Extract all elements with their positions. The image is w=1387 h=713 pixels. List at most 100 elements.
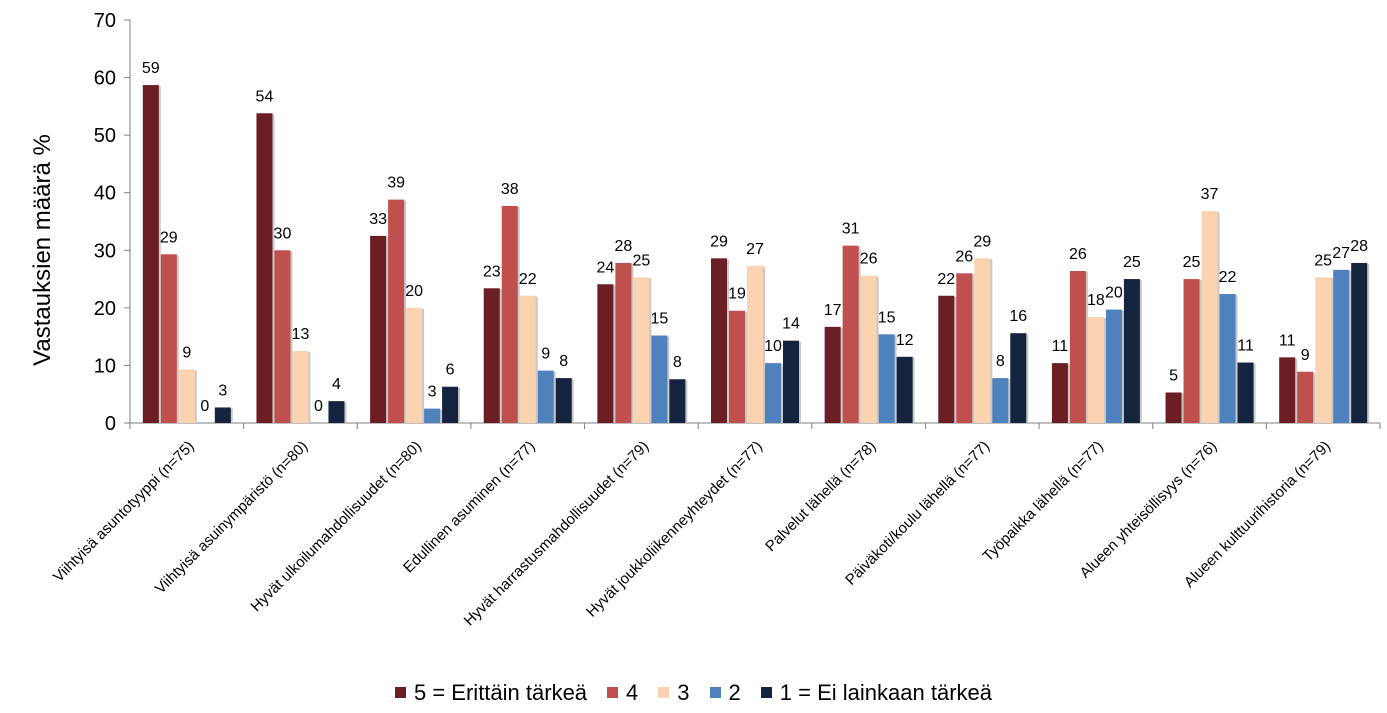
y-tick-label: 10	[94, 355, 116, 377]
bar-chart: Vastauksien määrä % 01020304050607059299…	[29, 10, 1381, 629]
bar	[860, 275, 877, 423]
data-label: 25	[1123, 254, 1141, 271]
bar	[747, 265, 763, 423]
legend-swatch	[760, 687, 772, 698]
bar	[615, 262, 632, 423]
bar	[956, 273, 973, 423]
y-tick-label: 0	[105, 413, 116, 435]
legend-item: 2	[709, 680, 741, 706]
bar	[1279, 357, 1296, 423]
bar	[501, 205, 518, 423]
y-tick-label: 40	[94, 183, 116, 205]
data-label: 27	[746, 241, 764, 258]
legend-label: 4	[626, 680, 639, 705]
bar	[1087, 317, 1104, 423]
x-tick-label: Edullinen asuminen (n=77)	[400, 438, 539, 577]
data-label: 4	[332, 376, 341, 393]
bar	[483, 288, 500, 423]
legend-swatch	[709, 687, 721, 698]
bar	[1183, 279, 1200, 423]
data-label: 22	[519, 271, 537, 288]
bar	[783, 340, 799, 423]
bar	[214, 407, 231, 423]
data-label: 11	[1052, 338, 1069, 355]
bar	[992, 378, 1009, 423]
bar	[555, 378, 572, 423]
bar	[406, 307, 423, 423]
bar	[1069, 271, 1086, 423]
data-label: 29	[160, 229, 178, 246]
data-label: 18	[1087, 292, 1105, 309]
bar	[370, 235, 387, 423]
data-label: 16	[1009, 308, 1027, 325]
data-label: 38	[501, 181, 519, 198]
data-label: 8	[559, 353, 568, 370]
data-label: 12	[896, 332, 914, 349]
data-label: 10	[764, 338, 782, 355]
bar	[1219, 294, 1236, 423]
data-label: 0	[314, 398, 323, 415]
data-label: 8	[673, 354, 682, 371]
y-tick-label: 20	[94, 298, 116, 320]
legend-swatch	[395, 687, 406, 698]
x-tick-label: Palvelut lähellä (n=78)	[762, 438, 879, 555]
bar	[842, 245, 859, 423]
bar	[1297, 371, 1314, 423]
bar	[974, 258, 991, 423]
legend-swatch	[658, 687, 670, 698]
bar	[1165, 392, 1182, 423]
y-tick-label: 30	[94, 240, 116, 262]
data-label: 6	[446, 362, 455, 379]
bar	[1105, 309, 1122, 423]
bar	[519, 295, 536, 423]
y-tick-label: 50	[94, 125, 116, 147]
data-label: 37	[1201, 186, 1219, 203]
data-label: 3	[428, 384, 437, 401]
legend-label: 2	[728, 680, 741, 705]
bar	[256, 113, 273, 423]
bar	[292, 351, 309, 423]
bar	[938, 295, 955, 423]
legend-swatch	[607, 687, 619, 698]
data-label: 33	[369, 211, 387, 228]
data-label: 39	[387, 175, 405, 192]
bar	[597, 284, 614, 423]
data-label: 3	[218, 382, 227, 399]
data-label: 25	[632, 252, 650, 269]
y-axis-label: Vastauksien määrä %	[29, 134, 56, 366]
data-label: 22	[937, 271, 955, 288]
bar	[1051, 363, 1068, 423]
data-label: 26	[860, 251, 878, 268]
data-label: 0	[200, 398, 209, 415]
data-label: 25	[1314, 252, 1332, 269]
bar	[896, 356, 913, 423]
bar	[651, 335, 668, 423]
data-label: 28	[614, 238, 632, 255]
bar	[388, 199, 405, 423]
data-label: 11	[1279, 332, 1296, 349]
data-label: 17	[824, 302, 842, 319]
data-label: 15	[878, 309, 896, 326]
data-label: 54	[256, 88, 274, 105]
data-label: 8	[996, 353, 1005, 370]
bar	[1237, 362, 1254, 423]
data-label: 26	[1069, 246, 1087, 263]
bar	[328, 401, 345, 423]
bar	[1123, 279, 1140, 423]
data-label: 15	[650, 310, 668, 327]
data-label: 28	[1350, 238, 1368, 255]
data-label: 5	[1169, 367, 1178, 384]
data-label: 31	[842, 221, 860, 238]
data-label: 14	[782, 316, 800, 333]
bar	[178, 369, 195, 423]
data-label: 26	[955, 248, 973, 265]
data-label: 23	[483, 263, 501, 280]
legend-label: 3	[677, 680, 690, 705]
data-label: 29	[973, 233, 991, 250]
y-tick-label: 70	[94, 10, 116, 32]
legend-item: 1 = Ei lainkaan tärkeä	[760, 680, 992, 706]
bar	[424, 408, 441, 423]
data-label: 9	[541, 346, 550, 363]
bar	[633, 277, 650, 423]
